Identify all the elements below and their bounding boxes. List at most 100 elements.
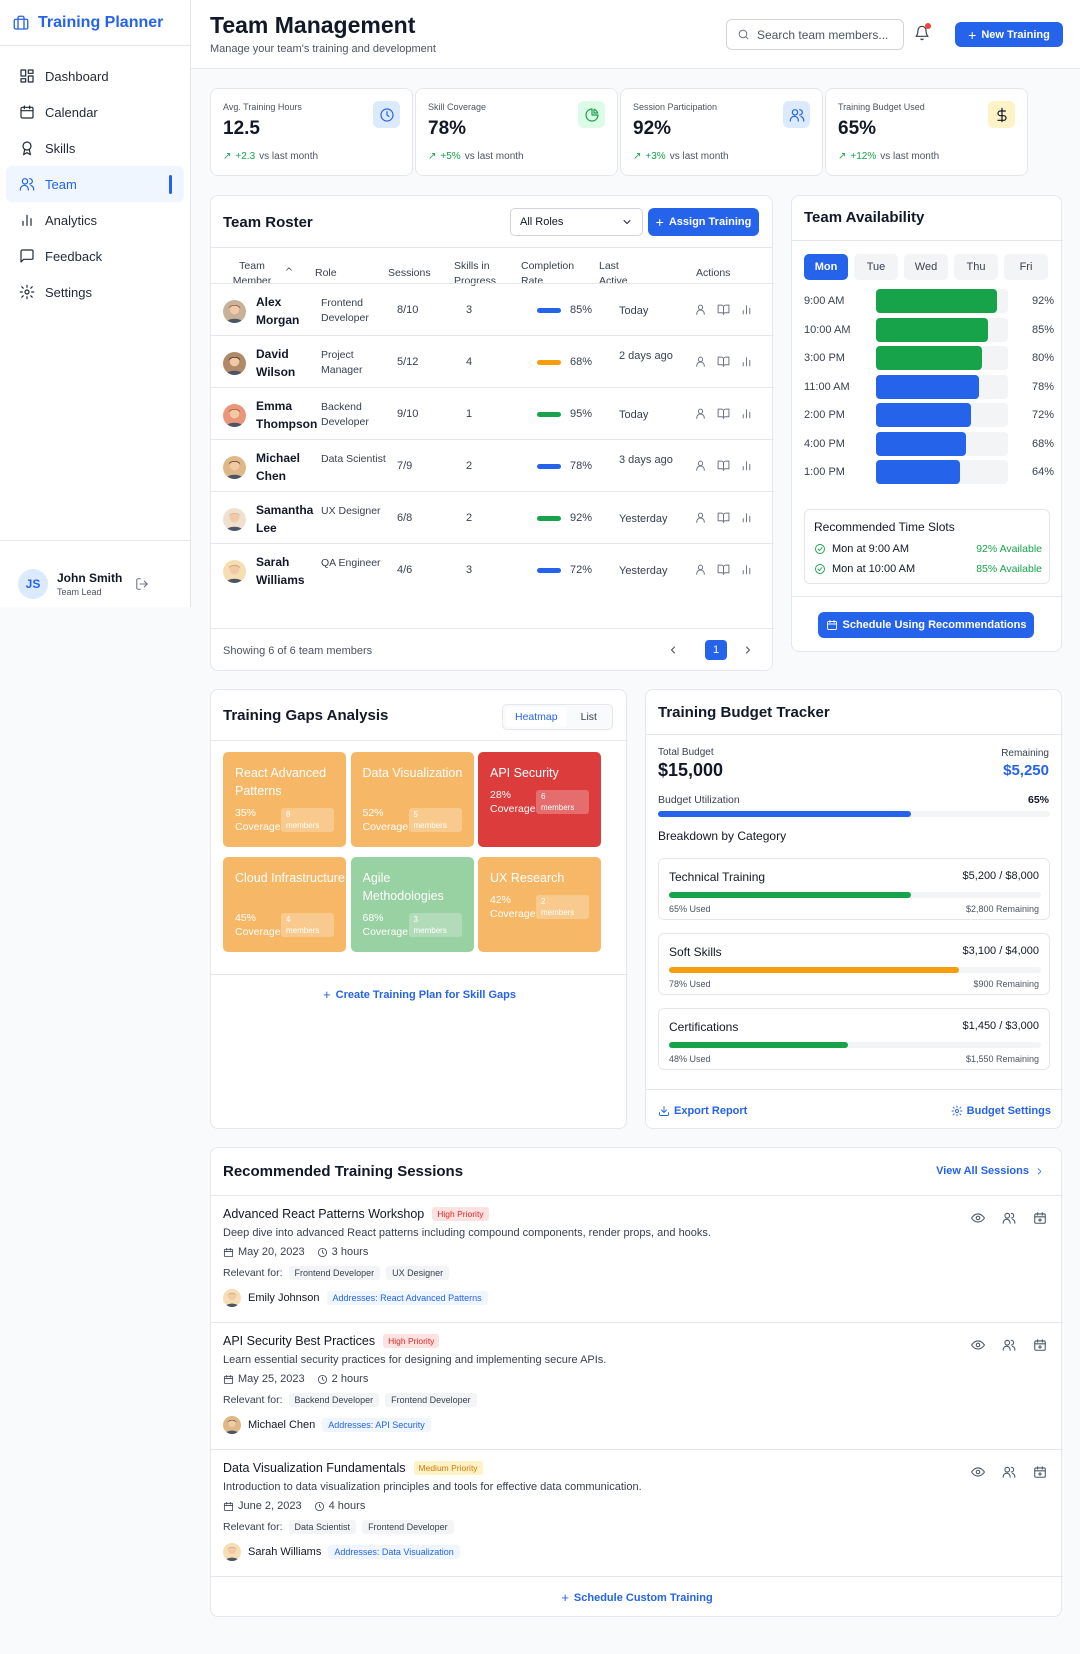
budget-settings-link[interactable]: Budget Settings <box>951 1105 1051 1117</box>
member-name[interactable]: Michael Chen <box>256 451 301 483</box>
user-icon[interactable] <box>694 459 707 472</box>
skill-gap-tile[interactable]: Cloud Infrastructure 45% Coverage 4 members <box>223 857 346 952</box>
table-row[interactable]: Alex Morgan Frontend Developer 8/10 3 85% Tod… <box>211 283 774 338</box>
sidebar-item-feedback[interactable]: Feedback <box>6 238 184 274</box>
sidebar-item-label: Team <box>45 176 77 192</box>
eye-icon[interactable] <box>971 1211 985 1225</box>
page-1-button[interactable]: 1 <box>705 640 727 660</box>
col-team-member[interactable]: Team Member <box>232 260 272 287</box>
table-row[interactable]: Sarah Williams QA Engineer 4/6 3 72% Yesterda… <box>211 543 774 598</box>
book-open-icon[interactable] <box>717 407 730 420</box>
bar-chart-icon[interactable] <box>740 407 753 420</box>
slot-time: 3:00 PM <box>804 352 845 364</box>
day-tab-mon[interactable]: Mon <box>804 254 848 280</box>
bar-chart-icon[interactable] <box>740 563 753 576</box>
user-icon[interactable] <box>694 407 707 420</box>
schedule-custom-training-link[interactable]: + Schedule Custom Training <box>211 1576 1063 1618</box>
session-title[interactable]: Data Visualization Fundamentals <box>223 1461 406 1475</box>
availability-slot[interactable]: 1:00 PM 64% <box>804 460 1054 484</box>
eye-icon[interactable] <box>971 1338 985 1352</box>
user-icon[interactable] <box>694 355 707 368</box>
availability-slot[interactable]: 9:00 AM 92% <box>804 289 1054 313</box>
users-icon[interactable] <box>1002 1211 1016 1225</box>
calendar-plus-icon[interactable] <box>1033 1211 1047 1225</box>
chevron-left-icon[interactable] <box>667 644 679 656</box>
sidebar-item-analytics[interactable]: Analytics <box>6 202 184 238</box>
search-input[interactable] <box>757 27 892 42</box>
user-icon[interactable] <box>694 511 707 524</box>
book-open-icon[interactable] <box>717 355 730 368</box>
calendar-plus-icon[interactable] <box>1033 1465 1047 1479</box>
bar-chart-icon[interactable] <box>740 303 753 316</box>
schedule-recommendations-button[interactable]: Schedule Using Recommendations <box>818 612 1034 638</box>
recommended-slot[interactable]: Mon at 10:00 AM 85% Available <box>814 563 1042 575</box>
sidebar-item-settings[interactable]: Settings <box>6 274 184 310</box>
list-tab[interactable]: List <box>580 711 597 723</box>
book-open-icon[interactable] <box>717 563 730 576</box>
slot-bar-track <box>876 317 1008 342</box>
sidebar-item-calendar[interactable]: Calendar <box>6 94 184 130</box>
bar-chart-icon[interactable] <box>740 511 753 524</box>
notifications-button[interactable] <box>914 23 931 41</box>
new-training-button[interactable]: + New Training <box>955 22 1063 47</box>
session-item[interactable]: API Security Best Practices High Priority… <box>211 1322 1063 1449</box>
availability-slot[interactable]: 4:00 PM 68% <box>804 431 1054 456</box>
trainer-name: Emily Johnson <box>248 1292 320 1304</box>
bar-chart-icon[interactable] <box>740 355 753 368</box>
day-tab-thu[interactable]: Thu <box>954 254 998 280</box>
heatmap-tab[interactable]: Heatmap <box>506 707 567 727</box>
session-item[interactable]: Data Visualization Fundamentals Medium Pr… <box>211 1449 1063 1576</box>
availability-slot[interactable]: 11:00 AM 78% <box>804 374 1054 399</box>
sidebar-item-dashboard[interactable]: Dashboard <box>6 58 184 94</box>
member-name[interactable]: Samantha Lee <box>256 503 314 535</box>
skill-gap-coverage: 52% Coverage <box>363 806 418 834</box>
skill-gap-tile[interactable]: Data Visualization 52% Coverage 5 members <box>350 752 474 847</box>
skill-gap-tile[interactable]: API Security 28% Coverage 6 members <box>478 752 601 847</box>
table-row[interactable]: Samantha Lee UX Designer 6/8 2 92% Yesterday <box>211 491 774 546</box>
recommended-slot[interactable]: Mon at 9:00 AM 92% Available <box>814 543 1042 555</box>
day-tab-tue[interactable]: Tue <box>854 254 898 280</box>
skill-gap-tile[interactable]: Agile Methodologies 68% Coverage 3 members <box>350 857 474 952</box>
sidebar-item-team[interactable]: Team <box>6 166 184 202</box>
export-report-link[interactable]: Export Report <box>658 1105 747 1117</box>
book-open-icon[interactable] <box>717 459 730 472</box>
calendar-plus-icon[interactable] <box>1033 1338 1047 1352</box>
member-name[interactable]: Emma Thompson <box>256 399 318 431</box>
create-training-plan-link[interactable]: + Create Training Plan for Skill Gaps <box>211 974 628 1014</box>
last-active: 3 days ago <box>619 454 673 466</box>
day-tab-wed[interactable]: Wed <box>904 254 948 280</box>
table-row[interactable]: Emma Thompson Backend Developer 9/10 1 95% To… <box>211 387 774 442</box>
sort-icon[interactable] <box>284 264 294 274</box>
availability-slot[interactable]: 3:00 PM 80% <box>804 346 1054 370</box>
logout-icon[interactable] <box>135 577 149 591</box>
book-open-icon[interactable] <box>717 511 730 524</box>
members-label: members <box>541 908 575 917</box>
bar-chart-icon[interactable] <box>740 459 753 472</box>
stat-change-suffix: vs last month <box>259 151 319 162</box>
role-filter-select[interactable]: All Roles <box>510 208 643 236</box>
session-item[interactable]: Advanced React Patterns Workshop High Pri… <box>211 1195 1063 1322</box>
view-all-sessions-link[interactable]: View All Sessions <box>936 1165 1045 1177</box>
table-row[interactable]: Michael Chen Data Scientist 7/9 2 78% 3 days … <box>211 439 774 494</box>
brand[interactable]: Training Planner <box>0 0 190 46</box>
eye-icon[interactable] <box>971 1465 985 1479</box>
session-title[interactable]: Advanced React Patterns Workshop <box>223 1207 425 1221</box>
user-icon[interactable] <box>694 303 707 316</box>
assign-training-button[interactable]: + Assign Training <box>648 208 759 236</box>
member-name[interactable]: Alex Morgan <box>256 295 300 327</box>
session-title[interactable]: API Security Best Practices <box>223 1334 376 1348</box>
availability-slot[interactable]: 2:00 PM 72% <box>804 403 1054 427</box>
users-icon[interactable] <box>1002 1338 1016 1352</box>
book-open-icon[interactable] <box>717 303 730 316</box>
table-row[interactable]: David Wilson Project Manager 5/12 4 68% 2 day… <box>211 335 774 390</box>
member-name[interactable]: David Wilson <box>256 347 296 379</box>
member-name[interactable]: Sarah Williams <box>256 555 305 587</box>
skill-gap-tile[interactable]: React Advanced Patterns 35% Coverage 8 membe… <box>223 752 346 847</box>
availability-slot[interactable]: 10:00 AM 85% <box>804 317 1054 342</box>
users-icon[interactable] <box>1002 1465 1016 1479</box>
user-icon[interactable] <box>694 563 707 576</box>
skill-gap-tile[interactable]: UX Research 42% Coverage 2 members <box>478 857 601 952</box>
chevron-right-icon[interactable] <box>742 644 754 656</box>
sidebar-item-skills[interactable]: Skills <box>6 130 184 166</box>
day-tab-fri[interactable]: Fri <box>1004 254 1048 280</box>
